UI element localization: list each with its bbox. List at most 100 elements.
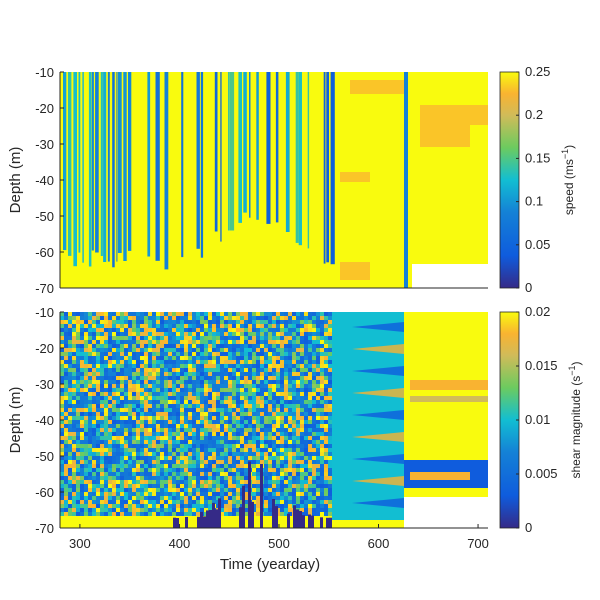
- bottom-heatmap-cell: [192, 380, 196, 384]
- bottom-heatmap-cell: [240, 428, 244, 432]
- bottom-heatmap-cell: [116, 460, 120, 464]
- bottom-heatmap-cell: [224, 408, 228, 412]
- bottom-heatmap-cell: [76, 380, 80, 384]
- bottom-heatmap-cell: [252, 472, 256, 476]
- bottom-heatmap-cell: [60, 496, 64, 500]
- bottom-heatmap-cell: [112, 456, 116, 460]
- bottom-heatmap-cell: [80, 316, 84, 320]
- bottom-heatmap-cell: [68, 488, 72, 492]
- bottom-heatmap-cell: [288, 472, 292, 476]
- bottom-heatmap-cell: [256, 436, 260, 440]
- bottom-heatmap-cell: [184, 396, 188, 400]
- bottom-heatmap-cell: [248, 356, 252, 360]
- bottom-heatmap-cell: [180, 340, 184, 344]
- bottom-heatmap-cell: [308, 324, 312, 328]
- bottom-heatmap-cell: [80, 504, 84, 508]
- bottom-heatmap-cell: [320, 396, 324, 400]
- bottom-heatmap-cell: [240, 412, 244, 416]
- bottom-heatmap-cell: [252, 464, 256, 468]
- bottom-heatmap-cell: [312, 364, 316, 368]
- bottom-heatmap-cell: [112, 348, 116, 352]
- bottom-heatmap-cell: [176, 436, 180, 440]
- bottom-heatmap-cell: [264, 336, 268, 340]
- bottom-heatmap-cell: [220, 428, 224, 432]
- bottom-heatmap-cell: [200, 511, 203, 528]
- bottom-heatmap-cell: [196, 476, 200, 480]
- bottom-heatmap-cell: [300, 384, 304, 388]
- bottom-heatmap-cell: [160, 500, 164, 504]
- bottom-heatmap-cell: [280, 404, 284, 408]
- bottom-heatmap-cell: [72, 316, 76, 320]
- bottom-heatmap-cell: [284, 404, 288, 408]
- bottom-heatmap-cell: [180, 368, 184, 372]
- bottom-heatmap-cell: [232, 464, 236, 468]
- bottom-heatmap-cell: [320, 424, 324, 428]
- bottom-heatmap-cell: [172, 376, 176, 380]
- bottom-heatmap-cell: [124, 320, 128, 324]
- bottom-heatmap-cell: [296, 484, 300, 488]
- bottom-heatmap-cell: [136, 344, 140, 348]
- bottom-heatmap-cell: [88, 512, 92, 516]
- bottom-heatmap-cell: [72, 508, 76, 512]
- bottom-heatmap-cell: [172, 332, 176, 336]
- bottom-heatmap-cell: [224, 432, 228, 436]
- bottom-heatmap-cell: [244, 432, 248, 436]
- bottom-heatmap-cell: [140, 376, 144, 380]
- bottom-heatmap-cell: [156, 376, 160, 380]
- bottom-heatmap-cell: [324, 424, 328, 428]
- bottom-heatmap-cell: [72, 392, 76, 396]
- bottom-heatmap-cell: [184, 492, 188, 496]
- bottom-heatmap-cell: [172, 452, 176, 456]
- bottom-heatmap-cell: [116, 408, 120, 412]
- bottom-heatmap-cell: [160, 312, 164, 316]
- bottom-heatmap-cell: [112, 316, 116, 320]
- bottom-heatmap-cell: [100, 460, 104, 464]
- bottom-heatmap-cell: [72, 420, 76, 424]
- bottom-heatmap-cell: [124, 492, 128, 496]
- bottom-heatmap-cell: [120, 404, 124, 408]
- bottom-heatmap-cell: [120, 464, 124, 468]
- bottom-heatmap-cell: [140, 456, 144, 460]
- bottom-heatmap-cell: [312, 460, 316, 464]
- bottom-heatmap-cell: [212, 328, 216, 332]
- bottom-heatmap-cell: [296, 476, 300, 480]
- bottom-heatmap-cell: [224, 456, 228, 460]
- bottom-heatmap-cell: [312, 384, 316, 388]
- bottom-heatmap-cell: [120, 396, 124, 400]
- bottom-heatmap-cell: [304, 456, 308, 460]
- bottom-heatmap-cell: [72, 368, 76, 372]
- bottom-heatmap-cell: [80, 464, 84, 468]
- bottom-heatmap-cell: [320, 340, 324, 344]
- bottom-heatmap-cell: [240, 368, 244, 372]
- bottom-heatmap-cell: [100, 352, 104, 356]
- bottom-heatmap-cell: [204, 456, 208, 460]
- bottom-heatmap-cell: [92, 504, 96, 508]
- bottom-heatmap-cell: [132, 436, 136, 440]
- bottom-heatmap-cell: [156, 472, 160, 476]
- bottom-heatmap-cell: [216, 336, 220, 340]
- bottom-heatmap-cell: [216, 440, 220, 444]
- y-tick-label: -60: [35, 245, 54, 260]
- top-colorbar-ticks: 00.050.10.150.20.25: [516, 64, 550, 295]
- bottom-heatmap-cell: [288, 396, 292, 400]
- bottom-heatmap-cell: [228, 364, 232, 368]
- bottom-heatmap-cell: [116, 384, 120, 388]
- bottom-heatmap-cell: [152, 476, 156, 480]
- bottom-heatmap-cell: [260, 452, 264, 456]
- bottom-heatmap-cell: [152, 336, 156, 340]
- bottom-heatmap-cell: [208, 340, 212, 344]
- bottom-heatmap-cell: [276, 356, 280, 360]
- top-colorbar-label: speed (ms−1): [560, 145, 576, 215]
- bottom-heatmap-cell: [276, 364, 280, 368]
- bottom-heatmap-cell: [276, 360, 280, 364]
- bottom-heatmap-cell: [96, 456, 100, 460]
- bottom-heatmap-cell: [328, 492, 332, 496]
- bottom-heatmap-cell: [160, 388, 164, 392]
- bottom-heatmap-cell: [152, 388, 156, 392]
- bottom-heatmap-cell: [176, 312, 180, 316]
- bottom-heatmap-cell: [208, 316, 212, 320]
- bottom-heatmap-cell: [228, 460, 232, 464]
- bottom-heatmap-cell: [64, 316, 68, 320]
- bottom-heatmap-cell: [64, 360, 68, 364]
- bottom-heatmap-cell: [320, 360, 324, 364]
